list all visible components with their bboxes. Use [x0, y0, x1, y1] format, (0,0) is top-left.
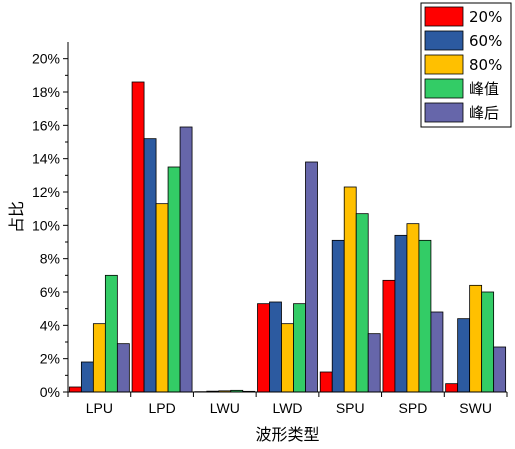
bar-lpd-series-2 [155, 203, 169, 393]
bar-spu-series-3 [355, 213, 369, 393]
legend-swatch-0 [424, 6, 464, 27]
y-tick-label: 0% [40, 384, 60, 400]
bar-spd-series-2 [406, 223, 420, 393]
x-tick-label-spu: SPU [336, 400, 365, 416]
legend-label-4: 峰后 [469, 104, 499, 122]
bar-lwd-series-4 [305, 161, 318, 393]
y-tick-label: 20% [32, 51, 60, 67]
x-tick-label-lwu: LWU [210, 400, 240, 416]
y-tick-label: 4% [40, 317, 60, 333]
bar-lwd-series-3 [293, 303, 306, 393]
y-tick-label: 12% [32, 184, 60, 200]
y-tick-label: 8% [40, 251, 60, 267]
y-tick-label: 16% [32, 117, 60, 133]
x-tick-label-lwd: LWD [272, 400, 302, 416]
bar-lpu-series-1 [80, 361, 94, 393]
bar-spd-series-3 [418, 239, 432, 393]
bar-spu-series-0 [319, 371, 333, 393]
legend-swatch-3 [424, 78, 464, 99]
y-tick-label: 18% [32, 84, 60, 100]
bar-lwd-series-0 [257, 303, 270, 393]
bar-lpu-series-2 [92, 323, 106, 393]
y-tick-label: 2% [40, 351, 60, 367]
bar-swu-series-4 [493, 346, 507, 393]
legend-label-1: 60% [469, 32, 502, 50]
bar-lpd-series-1 [143, 138, 157, 393]
x-tick-label-swu: SWU [459, 400, 492, 416]
bar-spu-series-2 [343, 186, 357, 393]
bar-spu-series-1 [331, 239, 345, 393]
bar-lpd-series-0 [131, 81, 145, 393]
y-axis-title: 占比 [7, 201, 26, 233]
bar-lpd-series-4 [179, 126, 193, 393]
bars-group [68, 81, 507, 393]
bar-swu-series-0 [445, 383, 459, 393]
bar-lpu-series-4 [116, 343, 130, 393]
bar-lwd-series-1 [269, 301, 282, 393]
x-tick-label-lpu: LPU [86, 400, 113, 416]
bar-spd-series-0 [382, 279, 396, 393]
bar-swu-series-2 [469, 284, 483, 393]
legend-swatch-2 [424, 54, 464, 75]
x-ticks-group: LPU LPD LWU LWD SPU SPD SWU [67, 392, 508, 416]
x-axis-title: 波形类型 [255, 425, 319, 444]
legend-label-3: 峰值 [469, 80, 499, 98]
bar-lpd-series-3 [167, 166, 181, 393]
axes-group [67, 42, 507, 393]
bar-swu-series-3 [481, 291, 495, 393]
bar-lwd-series-2 [281, 323, 294, 393]
legend-label-0: 20% [469, 8, 502, 26]
bar-spd-series-4 [430, 311, 444, 393]
x-tick-label-spd: SPD [399, 400, 428, 416]
bar-swu-series-1 [457, 318, 471, 393]
y-tick-label: 14% [32, 151, 60, 167]
y-tick-label: 10% [32, 217, 60, 233]
y-ticks-group: 0% 2% 4% 6% 8% 10% 12% 14% 16% 18% 20% [32, 51, 68, 400]
bar-lpu-series-3 [104, 274, 118, 393]
legend-swatch-1 [424, 30, 464, 51]
legend-label-2: 80% [469, 56, 502, 74]
y-tick-label: 6% [40, 284, 60, 300]
bar-spu-series-4 [367, 333, 381, 393]
bar-spd-series-1 [394, 234, 408, 393]
x-tick-label-lpd: LPD [148, 400, 175, 416]
bar-lpu-series-0 [68, 386, 82, 393]
legend-swatch-4 [424, 102, 464, 123]
